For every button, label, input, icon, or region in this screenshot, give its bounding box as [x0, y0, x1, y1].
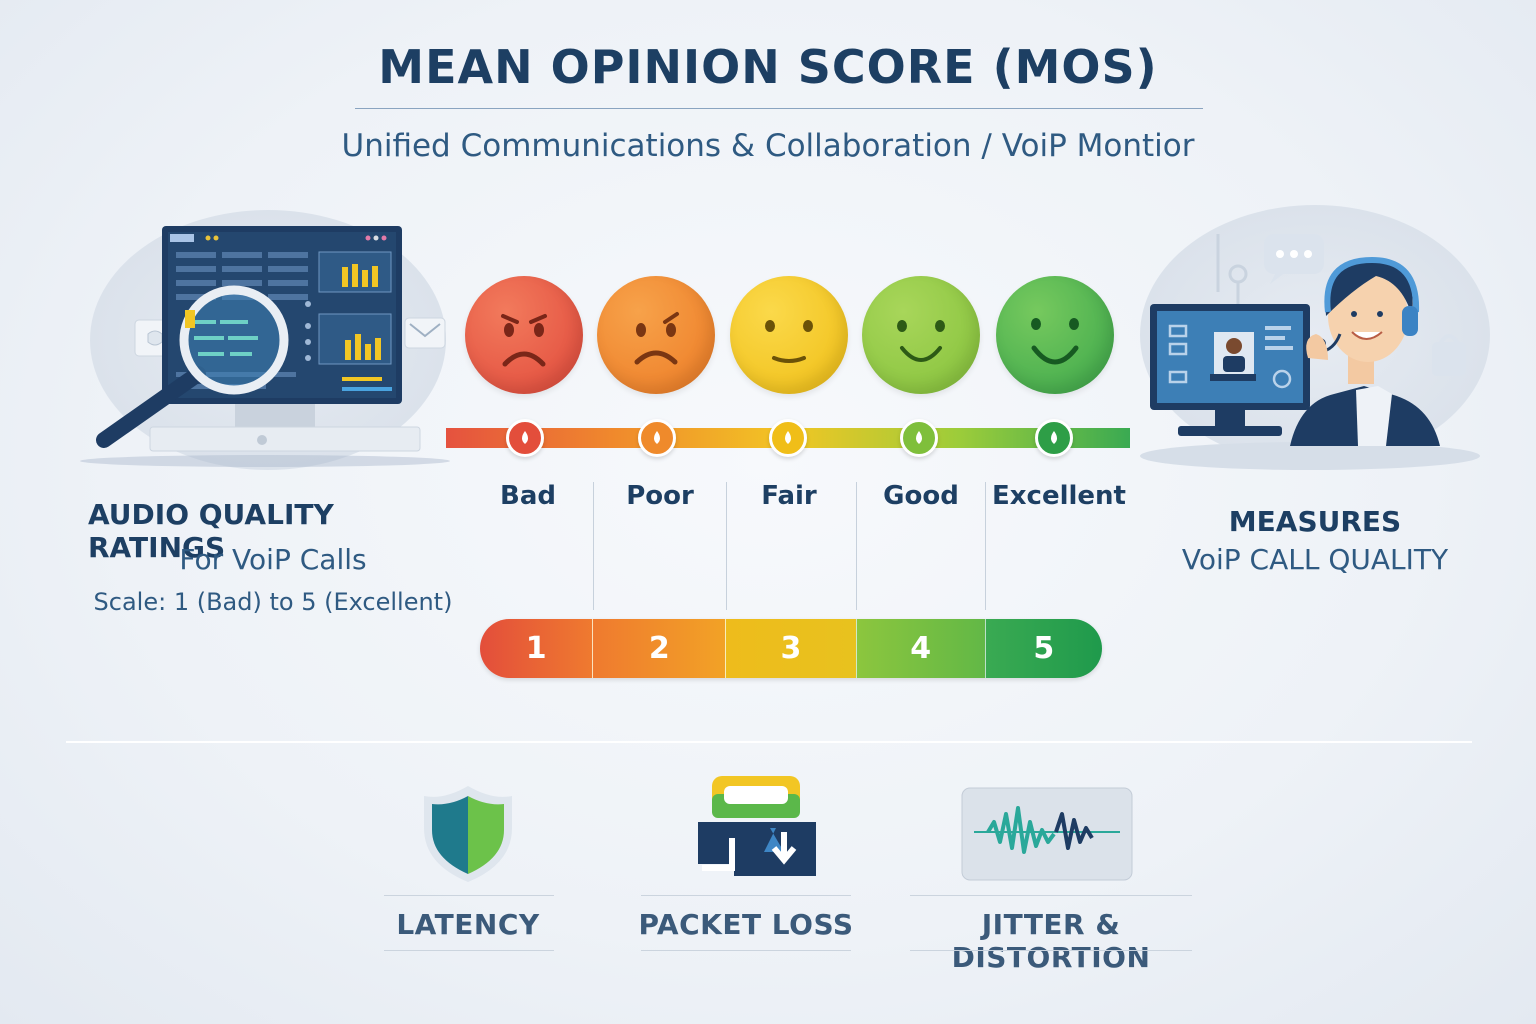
excellent-face-icon: [996, 276, 1114, 394]
chat-bubble-icon: [1264, 234, 1324, 284]
metric-rule: [641, 895, 851, 896]
metric-rule: [910, 895, 1192, 896]
section-divider: [66, 741, 1472, 743]
shield-icon: [424, 786, 512, 882]
score-5: 5: [984, 619, 1102, 678]
waveform-icon: [961, 787, 1133, 881]
scale-description: Scale: 1 (Bad) to 5 (Excellent): [93, 588, 453, 616]
level-divider: [726, 482, 727, 610]
metric-rule: [384, 895, 554, 896]
excellent-marker-icon: [1035, 419, 1073, 457]
magnifying-glass-icon: [96, 285, 289, 448]
video-call-monitor-icon: [1150, 304, 1310, 436]
level-label-fair: Fair: [761, 481, 817, 511]
measures-title: MEASURES: [1228, 505, 1402, 538]
dashboard-monitor-icon: [96, 226, 446, 452]
page-subtitle: Unified Communications & Collaboration /…: [341, 128, 1195, 164]
title-divider: [355, 108, 1203, 109]
mail-icon: [404, 317, 446, 349]
level-label-good: Good: [883, 481, 959, 511]
level-divider: [985, 482, 986, 610]
good-marker-icon: [900, 419, 938, 457]
audio-quality-title: AUDIO QUALITY RATINGS: [88, 498, 334, 564]
level-label-excellent: Excellent: [992, 481, 1126, 511]
left-illustration-shadow: [80, 455, 450, 467]
metric-rule: [384, 950, 554, 951]
score-2: 2: [592, 619, 726, 678]
measures-subtitle: VoiP CALL QUALITY: [1181, 543, 1449, 576]
metric-rule: [641, 950, 851, 951]
score-4: 4: [855, 619, 985, 678]
poor-face-icon: [597, 276, 715, 394]
metric-jitter-distortion: JITTER & DISTORTION: [951, 908, 1151, 974]
bad-marker-icon: [506, 419, 544, 457]
good-face-icon: [862, 276, 980, 394]
page-title: MEAN OPINION SCORE (MOS): [378, 40, 1158, 94]
score-3: 3: [725, 619, 856, 678]
metric-latency: LATENCY: [396, 908, 540, 941]
level-divider: [856, 482, 857, 610]
audio-quality-subtitle: For VoiP Calls: [179, 543, 367, 576]
score-number-bar: 1 2 3 4 5: [480, 619, 1102, 678]
level-divider: [593, 482, 594, 610]
poor-marker-icon: [638, 419, 676, 457]
metric-packet-loss: PACKET LOSS: [638, 908, 854, 941]
bad-face-icon: [465, 276, 583, 394]
level-label-bad: Bad: [500, 481, 556, 511]
call-agent-headset-icon: [1140, 234, 1480, 470]
fair-face-icon: [730, 276, 848, 394]
packet-download-icon: [698, 776, 816, 876]
fair-marker-icon: [769, 419, 807, 457]
metric-rule: [910, 950, 1192, 951]
level-label-poor: Poor: [626, 481, 694, 511]
score-1: 1: [480, 619, 593, 678]
